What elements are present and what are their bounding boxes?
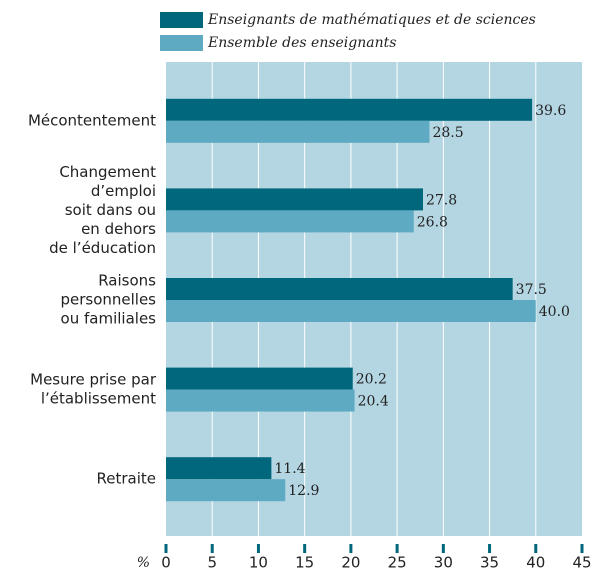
category-label: ou familiales: [61, 310, 157, 328]
x-tick-label: 10: [249, 554, 268, 572]
legend-swatch: [160, 12, 203, 28]
value-label: 40.0: [539, 304, 570, 320]
value-label: 20.2: [356, 372, 387, 388]
bar: [166, 278, 513, 300]
x-axis-label: %: [137, 555, 150, 571]
category-label: l’établissement: [41, 390, 156, 408]
value-label: 20.4: [358, 394, 389, 410]
value-label: 28.5: [432, 125, 463, 141]
bar: [166, 120, 430, 143]
legend-label: Ensemble des enseignants: [207, 35, 396, 51]
x-tick-label: 5: [207, 554, 217, 572]
value-label: 37.5: [516, 282, 547, 298]
x-tick-label: 40: [526, 554, 545, 572]
bar: [166, 367, 353, 390]
category-label: de l’éducation: [49, 239, 156, 257]
value-label: 26.8: [417, 214, 448, 230]
category-label: personnelles: [60, 291, 156, 309]
value-label: 12.9: [288, 483, 319, 499]
x-tick-label: 35: [480, 554, 499, 572]
legend-label: Enseignants de mathématiques et de scien…: [207, 12, 536, 28]
x-tick-label: 25: [388, 554, 407, 572]
category-label: Mesure prise par: [30, 371, 157, 389]
x-tick-label: 45: [572, 554, 591, 572]
value-label: 39.6: [535, 103, 566, 119]
x-tick-label: 0: [161, 554, 171, 572]
bar: [166, 300, 536, 322]
category-label: Raisons: [98, 272, 156, 290]
x-tick-label: 20: [341, 554, 360, 572]
bar: [166, 457, 272, 480]
category-label: soit dans ou: [65, 201, 156, 219]
value-label: 27.8: [426, 192, 457, 208]
category-label: Retraite: [97, 470, 157, 488]
category-label: Changement: [59, 163, 156, 181]
bar: [166, 389, 355, 412]
bar: [166, 479, 286, 502]
x-tick-label: 15: [295, 554, 314, 572]
category-label: en dehors: [81, 220, 156, 238]
category-label: Mécontentement: [28, 111, 156, 129]
bar: [166, 210, 414, 233]
category-label: d’emploi: [91, 182, 156, 200]
bar: [166, 98, 533, 121]
value-label: 11.4: [274, 461, 305, 477]
legend-swatch: [160, 35, 203, 51]
x-tick-label: 30: [434, 554, 453, 572]
bar: [166, 188, 423, 211]
